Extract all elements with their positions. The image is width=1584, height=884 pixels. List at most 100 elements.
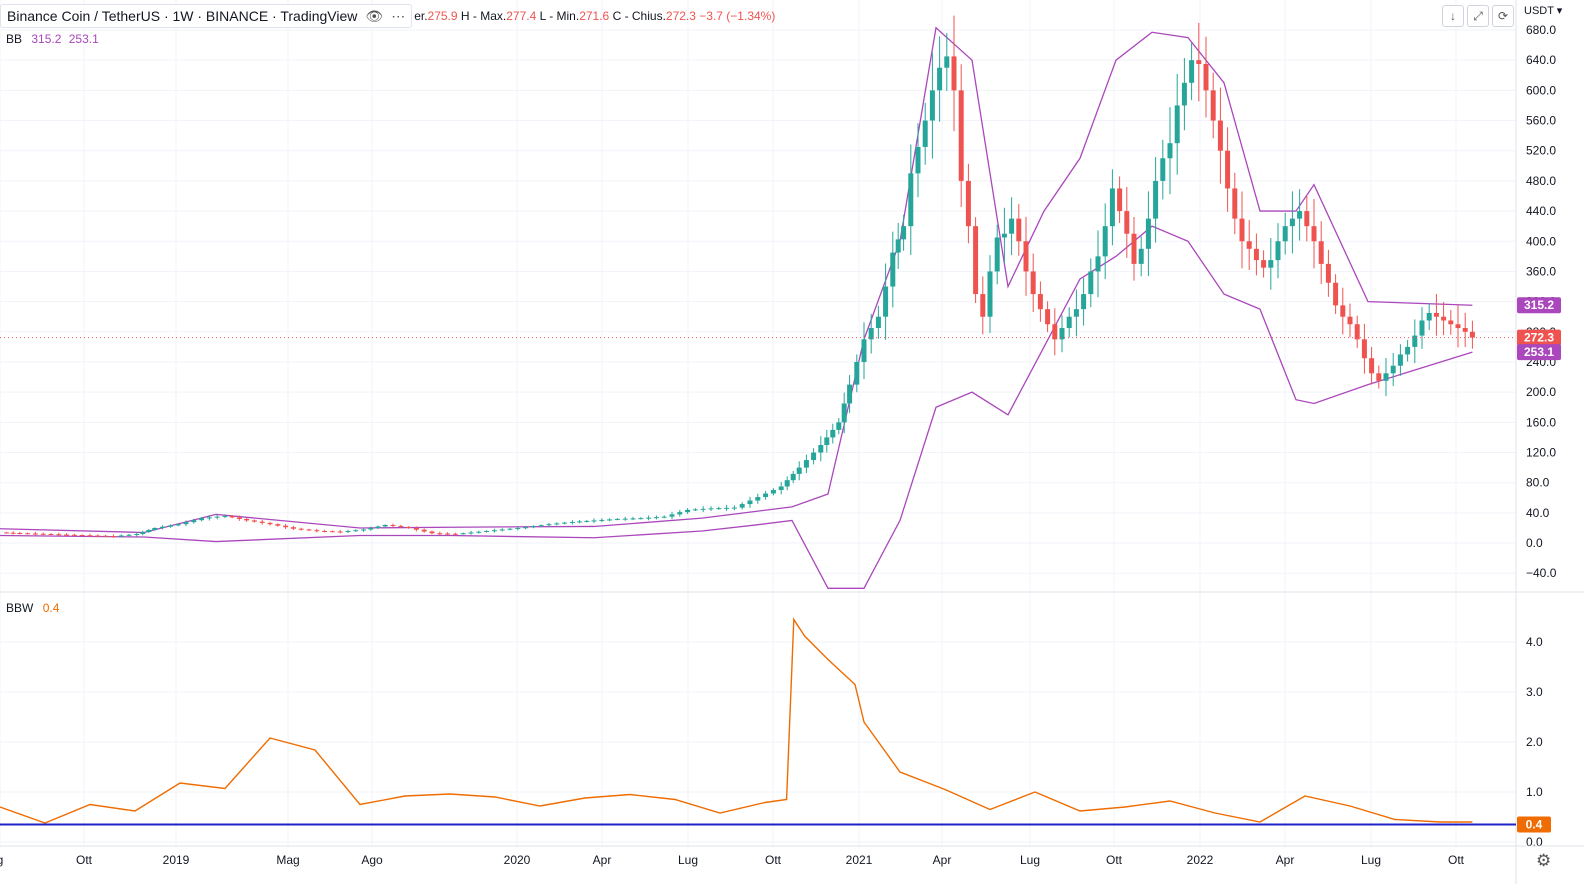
bb-legend[interactable]: BB 315.2 253.1 bbox=[6, 32, 103, 46]
candle-up bbox=[1001, 233, 1007, 238]
candle-up bbox=[175, 524, 181, 526]
candle-up bbox=[199, 518, 205, 521]
candle-up bbox=[382, 524, 388, 527]
candle-down bbox=[390, 524, 396, 526]
bbw-value-tag-bg bbox=[1517, 816, 1551, 833]
candle-down bbox=[64, 534, 70, 536]
candle-up bbox=[1138, 248, 1144, 264]
candle-up bbox=[841, 403, 847, 423]
candle-down bbox=[1016, 218, 1022, 242]
price-tick-label: −40.0 bbox=[1526, 566, 1557, 580]
candle-up bbox=[1073, 309, 1079, 317]
candle-down bbox=[244, 518, 250, 521]
candle-down bbox=[1469, 331, 1475, 338]
candle-up bbox=[1297, 211, 1303, 219]
candle-up bbox=[523, 527, 529, 529]
candle-down bbox=[17, 533, 23, 534]
candle-up bbox=[146, 529, 152, 532]
open-value: 275.9 bbox=[427, 9, 458, 23]
fullscreen-icon[interactable]: ⤢ bbox=[1467, 5, 1489, 27]
candle-up bbox=[476, 531, 482, 533]
candle-down bbox=[965, 180, 971, 227]
candle-up bbox=[692, 509, 698, 511]
time-tick-label: g bbox=[0, 853, 3, 867]
candle-down bbox=[1210, 90, 1216, 121]
candle-up bbox=[700, 508, 706, 510]
bbw-legend[interactable]: BBW 0.4 bbox=[6, 601, 59, 615]
candle-down bbox=[71, 534, 77, 536]
bbw-tick-label: 4.0 bbox=[1526, 635, 1543, 649]
time-tick-label: 2022 bbox=[1187, 853, 1214, 867]
candle-up bbox=[747, 500, 753, 505]
candle-up bbox=[368, 527, 374, 530]
candle-up bbox=[1383, 373, 1389, 381]
symbol-title: Binance Coin / TetherUS · 1W · BINANCE ·… bbox=[7, 8, 358, 24]
candle-up bbox=[1145, 218, 1151, 249]
time-tick-label: Lug bbox=[1020, 853, 1040, 867]
candle-up bbox=[653, 517, 659, 519]
bbw-tick-label: 2.0 bbox=[1526, 735, 1543, 749]
symbol-box[interactable]: Binance Coin / TetherUS · 1W · BINANCE ·… bbox=[0, 4, 413, 28]
candle-up bbox=[375, 526, 381, 528]
time-tick-label: Ago bbox=[361, 853, 383, 867]
currency-selector[interactable]: USDT ▾ bbox=[1524, 5, 1563, 17]
price-tick-label: 520.0 bbox=[1526, 144, 1556, 158]
candle-down bbox=[283, 525, 289, 528]
candle-down bbox=[958, 90, 964, 181]
candle-up bbox=[708, 508, 714, 510]
candle-down bbox=[1246, 241, 1252, 249]
candle-up bbox=[361, 529, 367, 531]
price-tick-label: 200.0 bbox=[1526, 385, 1556, 399]
candle-down bbox=[103, 535, 109, 537]
price-tick-label: 160.0 bbox=[1526, 415, 1556, 429]
candle-down bbox=[10, 532, 16, 534]
candle-up bbox=[491, 530, 497, 532]
bbw-line bbox=[0, 617, 1473, 824]
candle-up bbox=[499, 529, 505, 531]
more-icon[interactable]: ⋯ bbox=[391, 7, 406, 24]
candle-up bbox=[1109, 188, 1115, 227]
candle-down bbox=[4, 532, 10, 534]
price-tick-label: 80.0 bbox=[1526, 476, 1550, 490]
candle-down bbox=[298, 528, 304, 530]
gear-icon[interactable]: ⚙ bbox=[1536, 851, 1552, 870]
candle-up bbox=[895, 239, 901, 253]
candle-up bbox=[824, 437, 830, 445]
candle-up bbox=[206, 517, 212, 519]
candle-up bbox=[868, 328, 874, 340]
bbw-tick-label: 0.0 bbox=[1526, 835, 1543, 849]
candle-up bbox=[944, 56, 950, 68]
candle-up bbox=[152, 527, 158, 530]
price-tick-label: 440.0 bbox=[1526, 204, 1556, 218]
candle-down bbox=[236, 517, 242, 519]
eye-icon[interactable]: 👁 bbox=[365, 7, 384, 24]
candle-down bbox=[1052, 324, 1058, 340]
candle-up bbox=[118, 535, 124, 537]
candle-up bbox=[554, 523, 560, 525]
candle-up bbox=[875, 316, 881, 329]
candle-up bbox=[847, 384, 853, 404]
ohlc-legend: er.275.9 H - Max.277.4 L - Min.271.6 C -… bbox=[414, 9, 776, 23]
candle-down bbox=[1340, 305, 1346, 317]
bb-upper-value: 315.2 bbox=[31, 32, 62, 46]
reset-icon[interactable]: ⟳ bbox=[1492, 5, 1514, 27]
price-tick-label: 40.0 bbox=[1526, 506, 1550, 520]
bb-upper-price-tag-bg bbox=[1517, 297, 1561, 314]
candle-up bbox=[677, 512, 683, 515]
bbw-tick-label: 1.0 bbox=[1526, 785, 1543, 799]
candle-up bbox=[1009, 218, 1015, 234]
candle-up bbox=[167, 525, 173, 527]
candle-down bbox=[1333, 282, 1339, 306]
change-value: −3.7 (−1.34%) bbox=[699, 9, 776, 23]
candle-down bbox=[1131, 233, 1137, 264]
time-tick-label: 2020 bbox=[504, 853, 531, 867]
candle-up bbox=[214, 516, 220, 518]
candle-down bbox=[95, 535, 101, 537]
arrow-down-icon[interactable]: ↓ bbox=[1442, 5, 1464, 27]
candle-down bbox=[1311, 226, 1317, 242]
candle-up bbox=[739, 504, 745, 508]
candle-up bbox=[126, 534, 132, 536]
candle-up bbox=[1160, 158, 1166, 181]
bb-lower-line bbox=[0, 225, 1473, 589]
